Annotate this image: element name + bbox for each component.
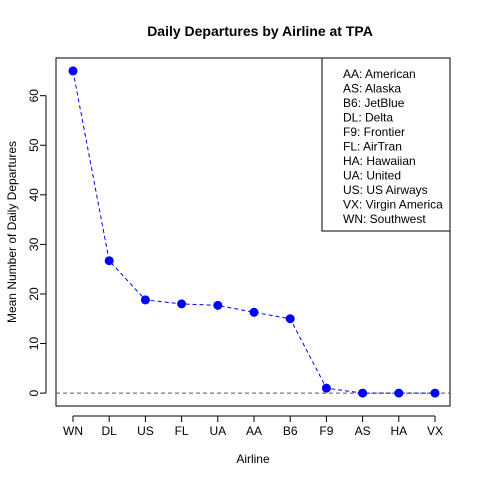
data-point: [321, 383, 331, 393]
x-axis: WN DL US FL UA AA B6 F9 AS HA VX: [63, 415, 443, 438]
legend-entry: DL: Delta: [343, 111, 393, 125]
y-tick-label: 60: [27, 89, 41, 103]
legend-entry: AS: Alaska: [343, 82, 401, 96]
legend-entry: F9: Frontier: [343, 125, 405, 139]
y-tick-label: 10: [27, 337, 41, 351]
data-point: [285, 314, 295, 324]
x-tick-label: WN: [63, 424, 83, 438]
data-point: [177, 299, 187, 309]
y-tick-label: 50: [27, 138, 41, 152]
data-point: [358, 388, 368, 398]
x-tick-label: VX: [427, 424, 443, 438]
legend-entry: UA: United: [343, 169, 401, 183]
legend-entry: B6: JetBlue: [343, 96, 405, 110]
chart-title: Daily Departures by Airline at TPA: [147, 23, 373, 39]
y-axis: 0 10 20 30 40 50 60: [27, 89, 47, 396]
data-points: [68, 66, 440, 398]
data-point: [140, 295, 150, 305]
data-point: [394, 388, 404, 398]
y-tick-label: 40: [27, 188, 41, 202]
legend-entry: FL: AirTran: [343, 140, 402, 154]
legend-entry: US: US Airways: [343, 183, 428, 197]
data-point: [213, 300, 223, 310]
plot-frame: [55, 57, 451, 407]
x-axis-label: Airline: [236, 452, 270, 466]
y-tick-label: 0: [27, 389, 41, 396]
x-tick-label: AA: [246, 424, 262, 438]
y-axis-label: Mean Number of Daily Departures: [5, 141, 19, 323]
x-tick-label: AS: [355, 424, 371, 438]
y-tick-label: 30: [27, 237, 41, 251]
x-tick-label: HA: [390, 424, 407, 438]
legend-entry: VX: Virgin America: [343, 198, 443, 212]
legend-entry: WN: Southwest: [343, 212, 426, 226]
y-tick-label: 20: [27, 287, 41, 301]
legend-entry: HA: Hawaiian: [343, 154, 416, 168]
series-line: [72, 70, 435, 394]
data-point: [430, 388, 440, 398]
data-point: [104, 256, 114, 266]
legend-entry: AA: American: [343, 67, 416, 81]
data-point: [249, 307, 259, 317]
legend-box: [321, 57, 451, 232]
x-tick-label: F9: [319, 424, 333, 438]
x-tick-label: FL: [175, 424, 189, 438]
x-tick-label: UA: [209, 424, 226, 438]
data-point: [68, 66, 78, 76]
x-tick-label: DL: [102, 424, 118, 438]
x-tick-label: B6: [283, 424, 298, 438]
x-tick-label: US: [137, 424, 154, 438]
